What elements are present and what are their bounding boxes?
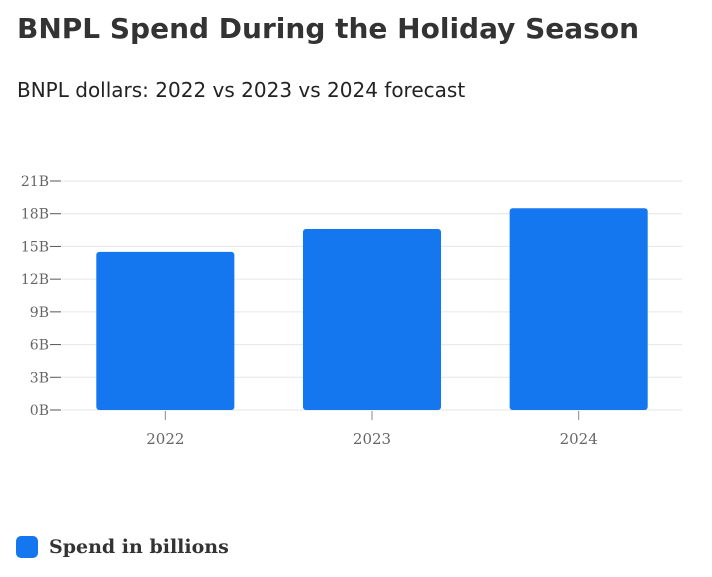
bar-2024[interactable]: [509, 208, 648, 410]
y-tick-label: 9B: [30, 305, 49, 321]
bar-2023[interactable]: [302, 228, 442, 410]
y-axis-ticks: 0B 3B 6B 9B 12B 15B 18B 21B: [21, 174, 61, 419]
legend[interactable]: Spend in billions: [16, 536, 229, 558]
bars: [96, 208, 648, 410]
legend-label: Spend in billions: [49, 536, 229, 558]
y-tick-label: 15B: [21, 239, 49, 255]
y-tick-label: 18B: [21, 207, 49, 223]
y-tick-label: 3B: [30, 370, 49, 386]
x-tick-label: 2024: [560, 430, 598, 448]
y-tick-label: 0B: [30, 403, 49, 419]
y-tick-label: 6B: [30, 338, 49, 354]
x-tick-label: 2022: [146, 430, 184, 448]
y-tick-label: 21B: [21, 174, 49, 190]
x-tick-label: 2023: [353, 430, 391, 448]
chart-title: BNPL Spend During the Holiday Season: [17, 12, 640, 45]
legend-swatch: [16, 536, 38, 558]
bar-2022[interactable]: [96, 251, 235, 410]
x-axis-ticks: 2022 2023 2024: [146, 411, 598, 448]
y-tick-label: 12B: [21, 272, 49, 288]
chart-subtitle: BNPL dollars: 2022 vs 2023 vs 2024 forec…: [17, 78, 466, 102]
